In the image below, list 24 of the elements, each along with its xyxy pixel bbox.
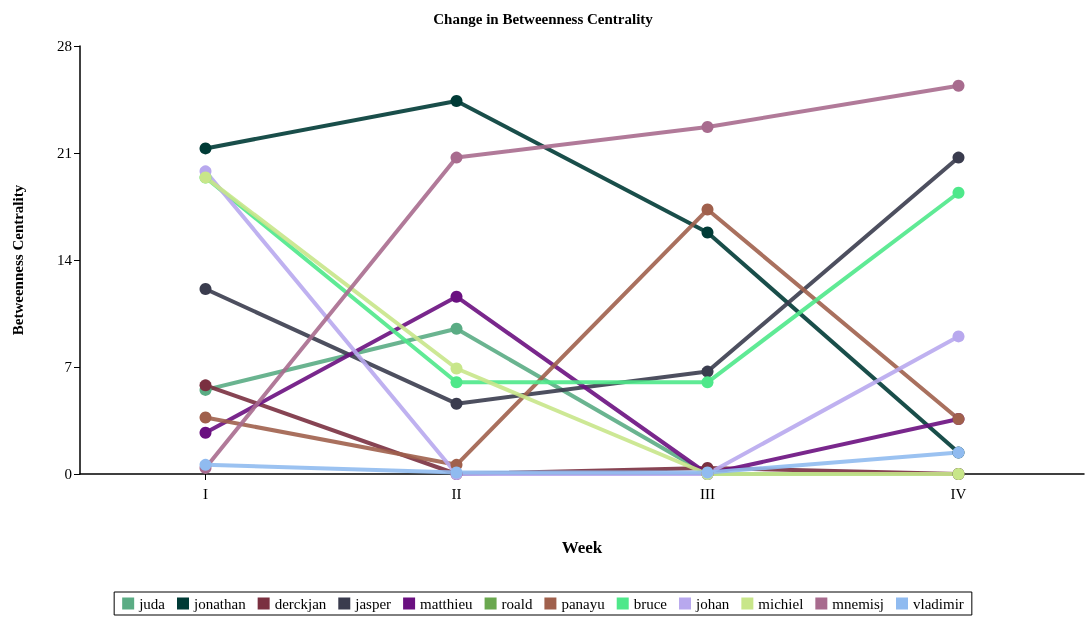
legend-label: vladimir — [913, 595, 964, 612]
legend-label: jonathan — [193, 595, 247, 612]
x-tick-label: IV — [950, 485, 967, 502]
legend-label: roald — [501, 595, 533, 612]
legend-label: derckjan — [274, 595, 327, 612]
x-tick-label: III — [700, 485, 715, 502]
legend-label: johan — [695, 595, 730, 612]
y-tick-label: 28 — [57, 38, 72, 54]
y-tick-label: 21 — [57, 145, 72, 161]
x-tick-label: II — [451, 485, 462, 502]
legend-label: juda — [138, 595, 166, 612]
legend-label: bruce — [633, 595, 668, 612]
legend-label: mnemisj — [832, 595, 885, 612]
y-axis-title: Betweenness Centrality — [9, 184, 26, 336]
legend-label: matthieu — [420, 595, 474, 612]
y-tick-label: 14 — [57, 252, 73, 268]
x-tick-label: I — [203, 485, 208, 502]
chart-title: Change in Betweenness Centrality — [433, 10, 654, 27]
x-axis-title: Week — [561, 538, 603, 557]
legend-label: panayu — [561, 595, 606, 612]
y-tick-label: 0 — [64, 466, 72, 482]
legend-label: michiel — [758, 595, 804, 612]
y-tick-label: 7 — [64, 359, 73, 375]
legend-label: jasper — [354, 595, 392, 612]
